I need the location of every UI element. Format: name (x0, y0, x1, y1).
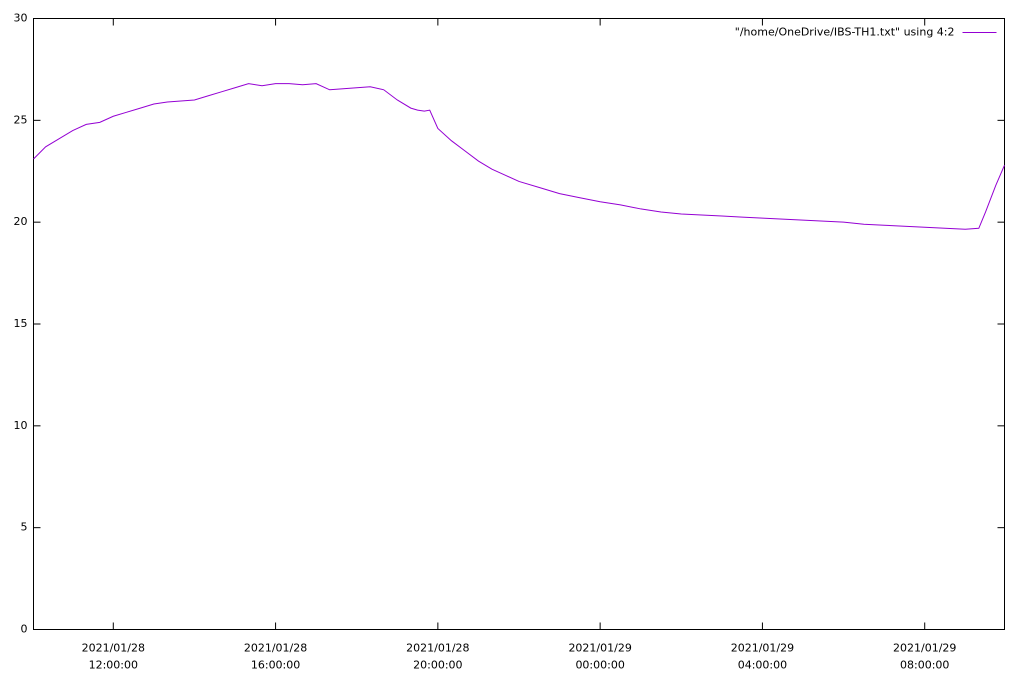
y-tick-label: 30 (14, 12, 28, 25)
x-tick-label: 2021/01/28 20:00:00 (406, 642, 469, 672)
y-tick-label: 15 (14, 317, 28, 330)
x-tick-label: 2021/01/29 04:00:00 (731, 642, 794, 672)
plot-frame (33, 18, 1005, 630)
legend-label: "/home/OneDrive/IBS-TH1.txt" using 4:2 (735, 26, 955, 39)
y-tick-label: 0 (21, 623, 28, 636)
y-tick-label: 10 (14, 419, 28, 432)
y-tick-label: 20 (14, 215, 28, 228)
x-tick-label: 2021/01/28 12:00:00 (82, 642, 145, 672)
y-tick-label: 25 (14, 113, 28, 126)
x-tick-label: 2021/01/28 16:00:00 (244, 642, 307, 672)
y-tick-label: 5 (21, 521, 28, 534)
x-tick-label: 2021/01/29 08:00:00 (893, 642, 956, 672)
x-tick-label: 2021/01/29 00:00:00 (568, 642, 631, 672)
data-line (33, 83, 1005, 230)
